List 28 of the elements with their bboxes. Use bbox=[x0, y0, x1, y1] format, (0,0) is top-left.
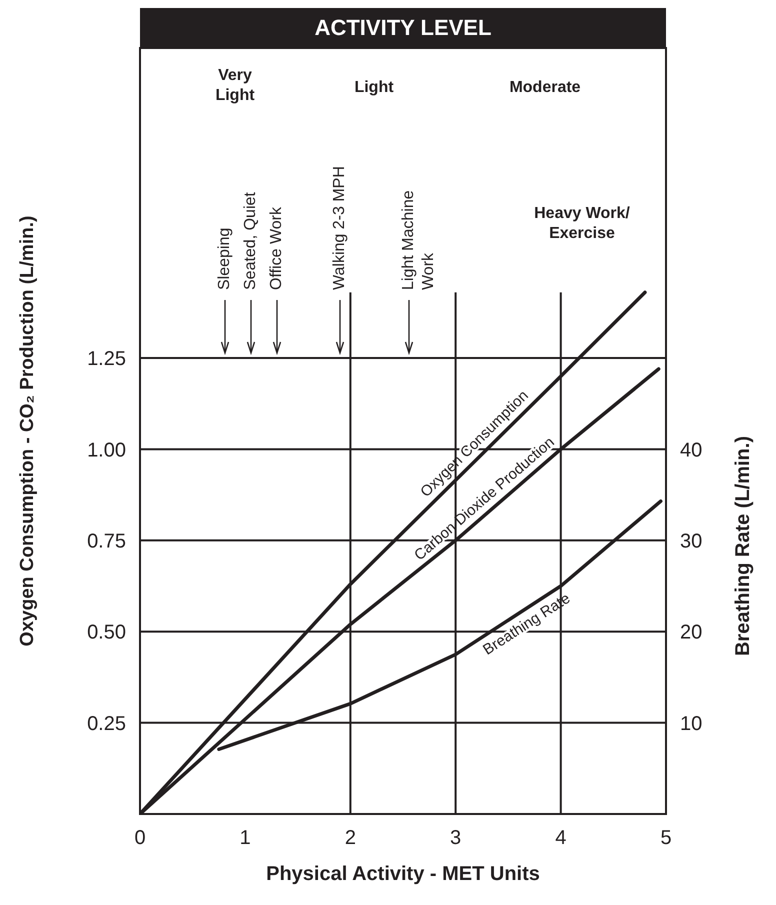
annotation: Heavy Work/ Exercise bbox=[534, 205, 630, 242]
y-tick-label: 0.25 bbox=[87, 712, 126, 735]
y-tick-label: 0.75 bbox=[87, 530, 126, 553]
y-tick-label: 1.00 bbox=[87, 439, 126, 462]
x-tick-label: 5 bbox=[660, 827, 672, 850]
annotation: Sleeping bbox=[216, 228, 234, 290]
y2-tick-label: 20 bbox=[680, 622, 702, 644]
annotation: Seated, Quiet bbox=[242, 192, 260, 290]
y-axis-title: Oxygen Consumption - CO₂ Production (L/min.) bbox=[17, 216, 38, 646]
x-axis-title: Physical Activity - MET Units bbox=[266, 863, 540, 885]
annotation: Office Work bbox=[268, 206, 286, 290]
y2-tick-label: 40 bbox=[680, 439, 702, 462]
annotation: Walking 2-3 MPH bbox=[331, 166, 348, 290]
annotation: Light Machine Work bbox=[400, 190, 438, 290]
y2-tick-label: 10 bbox=[680, 712, 702, 735]
annotation: Light bbox=[354, 79, 394, 96]
x-tick-label: 4 bbox=[555, 827, 566, 850]
chart-title: ACTIVITY LEVEL bbox=[314, 14, 492, 40]
annotation: Very Light bbox=[215, 67, 256, 104]
y-tick-label: 0.50 bbox=[87, 622, 126, 644]
y2-axis-title: Breathing Rate (L/min.) bbox=[732, 436, 754, 656]
x-tick-label: 2 bbox=[344, 827, 356, 850]
x-tick-label: 3 bbox=[450, 827, 462, 850]
y2-tick-label: 30 bbox=[680, 530, 702, 553]
x-tick-label: 0 bbox=[134, 827, 146, 850]
annotation: Moderate bbox=[509, 79, 581, 96]
y-tick-label: 1.25 bbox=[87, 348, 126, 370]
x-tick-label: 1 bbox=[240, 827, 251, 850]
